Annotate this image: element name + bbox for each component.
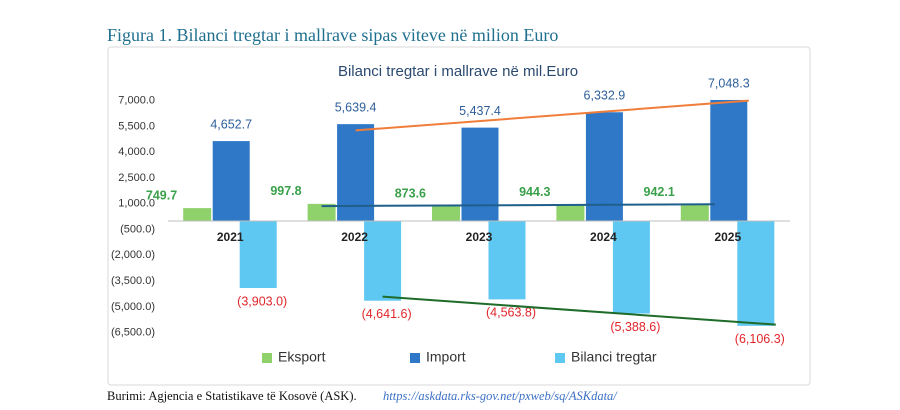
bar (737, 220, 775, 326)
trend-line (382, 295, 776, 326)
y-tick-label: 7,000.0 (118, 95, 155, 107)
x-tick-label: 2023 (466, 230, 493, 244)
source-link[interactable]: https://askdata.rks-gov.net/pxweb/sq/ASK… (383, 389, 618, 403)
y-tick-label: (5,000.0) (111, 301, 155, 313)
value-label: (5,388.6) (610, 320, 660, 334)
trend-line (321, 203, 715, 208)
value-label: 6,332.9 (584, 89, 626, 103)
y-tick-label: 2,500.0 (118, 172, 155, 184)
bar (183, 208, 212, 221)
legend-label: Bilanci tregtar (571, 349, 657, 365)
value-label: 997.8 (270, 184, 301, 198)
y-tick-label: 5,500.0 (118, 120, 155, 132)
value-label: 7,048.3 (708, 76, 750, 90)
y-tick-label: (3,500.0) (111, 275, 155, 287)
bar (612, 220, 650, 314)
value-label: (6,106.3) (735, 332, 785, 346)
value-label: 873.6 (395, 186, 426, 200)
bar (432, 205, 460, 221)
bar (212, 141, 250, 221)
chart-title: Bilanci tregtar i mallrave në mil.Euro (338, 63, 578, 80)
bar (680, 204, 709, 221)
bar (239, 220, 277, 289)
y-tick-label: (6,500.0) (111, 327, 155, 339)
value-label: 749.7 (146, 188, 177, 202)
source-text: Burimi: Agjencia e Statistikave të Kosov… (107, 389, 357, 403)
value-label: (4,563.8) (486, 306, 536, 320)
y-tick-label: 1,000.0 (118, 198, 155, 210)
x-tick-label: 2024 (590, 230, 617, 244)
legend-label: Import (426, 349, 466, 365)
y-tick-label: (2,000.0) (111, 249, 155, 261)
value-label: 5,437.4 (459, 104, 501, 118)
bar (585, 112, 623, 221)
legend-label: Eksport (278, 349, 326, 365)
bar (307, 203, 336, 221)
value-label: 4,652.7 (210, 117, 252, 131)
y-tick-label: 4,000.0 (118, 146, 155, 158)
value-label: 942.1 (644, 185, 675, 199)
bar (556, 204, 585, 221)
bar (364, 220, 402, 301)
x-tick-label: 2021 (217, 230, 244, 244)
value-label: 944.3 (519, 185, 550, 199)
legend-swatch (555, 353, 565, 363)
value-label: (3,903.0) (237, 294, 287, 308)
legend-swatch (262, 353, 272, 363)
bar (710, 99, 748, 221)
legend-swatch (410, 353, 420, 363)
value-label: 5,639.4 (335, 100, 377, 114)
bar (337, 124, 375, 221)
value-label: (4,641.6) (362, 307, 412, 321)
trend-line (355, 99, 749, 132)
x-tick-label: 2022 (341, 230, 368, 244)
figure-caption: Figura 1. Bilanci tregtar i mallrave sip… (107, 25, 558, 45)
y-tick-label: (500.0) (120, 223, 155, 235)
x-tick-label: 2025 (714, 230, 741, 244)
bar (461, 127, 499, 221)
bar (488, 220, 526, 300)
